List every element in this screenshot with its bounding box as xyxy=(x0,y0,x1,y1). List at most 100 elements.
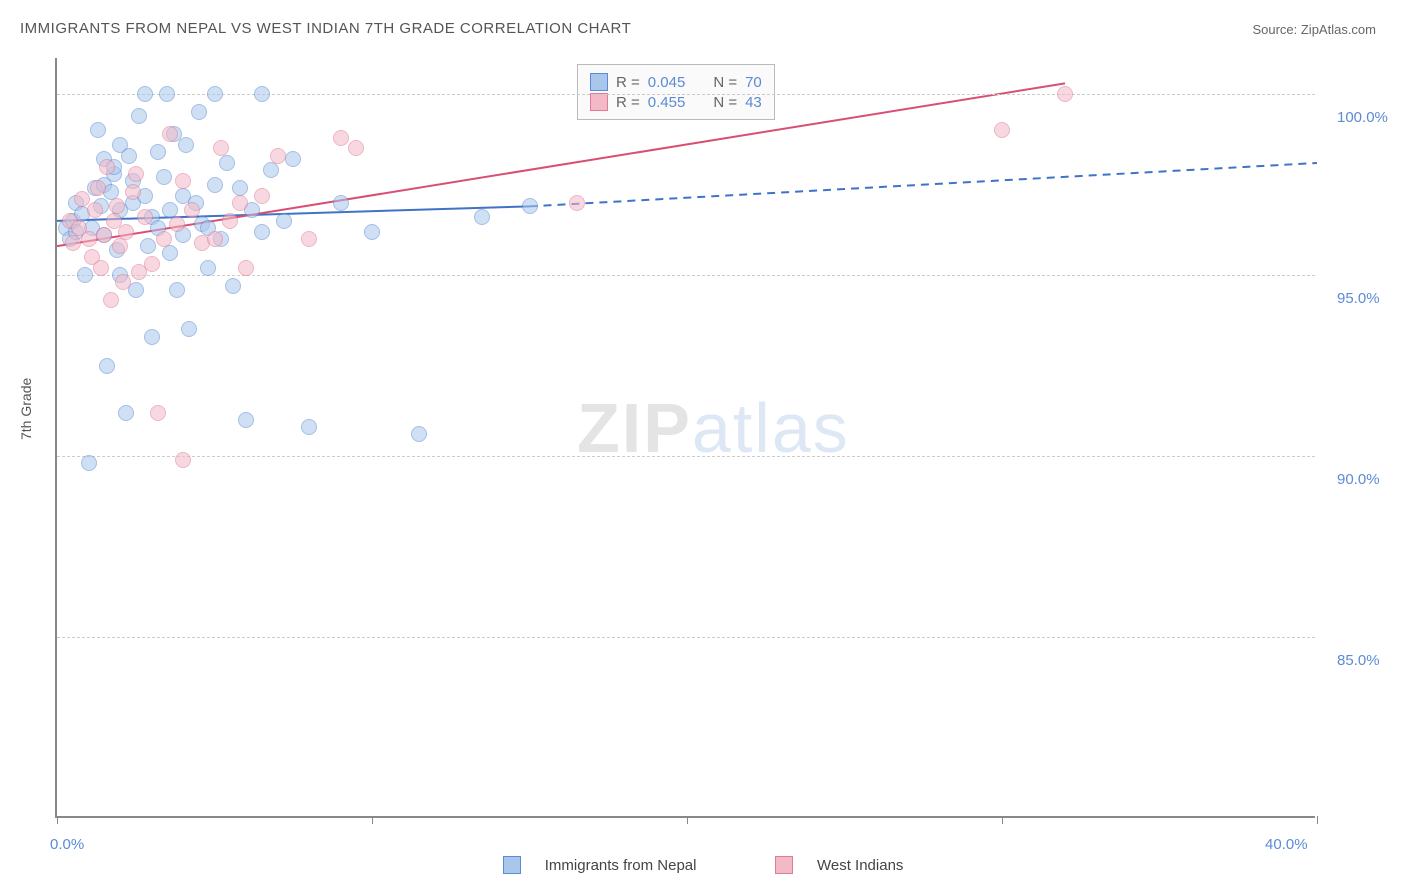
r-label: R = xyxy=(616,94,640,111)
nepal-point xyxy=(263,162,279,178)
westindian-point xyxy=(169,216,185,232)
westindian-point xyxy=(175,173,191,189)
nepal-point xyxy=(159,86,175,102)
gridline xyxy=(57,456,1315,457)
n-label: N = xyxy=(713,74,737,91)
nepal-point xyxy=(200,260,216,276)
westindian-point xyxy=(569,195,585,211)
nepal-swatch-icon xyxy=(590,73,608,91)
correlation-legend: R = 0.045 N = 70 R = 0.455 N = 43 xyxy=(577,64,775,120)
x-tick xyxy=(1317,816,1318,824)
nepal-point xyxy=(118,405,134,421)
nepal-point xyxy=(156,169,172,185)
nepal-point xyxy=(181,321,197,337)
nepal-point xyxy=(254,224,270,240)
nepal-point xyxy=(99,358,115,374)
westindian-point xyxy=(99,159,115,175)
nepal-point xyxy=(254,86,270,102)
nepal-legend-row: R =0.045N =70 xyxy=(590,73,762,91)
y-tick-label: 95.0% xyxy=(1337,290,1380,307)
westindian-point xyxy=(232,195,248,211)
nepal-point xyxy=(474,209,490,225)
gridline xyxy=(57,94,1315,95)
westindian-swatch-icon xyxy=(590,93,608,111)
x-tick xyxy=(687,816,688,824)
westindian-point xyxy=(150,405,166,421)
nepal-point xyxy=(285,151,301,167)
nepal-point xyxy=(191,104,207,120)
westindian-point xyxy=(87,202,103,218)
y-tick-label: 85.0% xyxy=(1337,652,1380,669)
westindian-point xyxy=(222,213,238,229)
westindian-point xyxy=(207,231,223,247)
chart-title: IMMIGRANTS FROM NEPAL VS WEST INDIAN 7TH… xyxy=(20,20,631,37)
nepal-point xyxy=(77,267,93,283)
westindian-legend-label: West Indians xyxy=(817,857,903,874)
nepal-point xyxy=(238,412,254,428)
x-tick-label: 40.0% xyxy=(1265,836,1308,853)
nepal-point xyxy=(364,224,380,240)
westindian-point xyxy=(184,202,200,218)
nepal-point xyxy=(276,213,292,229)
nepal-point xyxy=(162,245,178,261)
westindian-point xyxy=(270,148,286,164)
westindian-r-value: 0.455 xyxy=(648,94,686,111)
westindian-point xyxy=(125,184,141,200)
nepal-point xyxy=(150,144,166,160)
westindian-point xyxy=(103,292,119,308)
series-legend: Immigrants from Nepal West Indians xyxy=(0,856,1406,874)
nepal-point xyxy=(522,198,538,214)
source-attribution: Source: ZipAtlas.com xyxy=(1252,22,1376,37)
westindian-point xyxy=(128,166,144,182)
nepal-swatch xyxy=(503,856,521,874)
nepal-point xyxy=(207,86,223,102)
westindian-point xyxy=(118,224,134,240)
x-tick xyxy=(372,816,373,824)
westindian-point xyxy=(1057,86,1073,102)
x-tick xyxy=(1002,816,1003,824)
nepal-point xyxy=(411,426,427,442)
nepal-n-value: 70 xyxy=(745,74,762,91)
y-axis-label: 7th Grade xyxy=(18,378,34,440)
nepal-r-value: 0.045 xyxy=(648,74,686,91)
westindian-point xyxy=(348,140,364,156)
source-name: ZipAtlas.com xyxy=(1301,22,1376,37)
nepal-point xyxy=(121,148,137,164)
westindian-point xyxy=(254,188,270,204)
y-tick-label: 100.0% xyxy=(1337,109,1388,126)
y-tick-label: 90.0% xyxy=(1337,471,1380,488)
westindian-point xyxy=(238,260,254,276)
westindian-point xyxy=(301,231,317,247)
nepal-trendline-extrapolated xyxy=(530,163,1318,206)
westindian-point xyxy=(65,235,81,251)
westindian-point xyxy=(112,238,128,254)
nepal-point xyxy=(219,155,235,171)
westindian-legend-row: R = 0.455 N = 43 xyxy=(590,93,762,111)
source-label: Source: xyxy=(1252,22,1300,37)
westindian-point xyxy=(994,122,1010,138)
westindian-point xyxy=(109,198,125,214)
westindian-n-value: 43 xyxy=(745,94,762,111)
nepal-point xyxy=(90,122,106,138)
westindian-point xyxy=(81,231,97,247)
westindian-point xyxy=(96,227,112,243)
gridline xyxy=(57,637,1315,638)
nepal-point xyxy=(140,238,156,254)
westindian-point xyxy=(144,256,160,272)
n-label: N = xyxy=(713,94,737,111)
nepal-point xyxy=(137,86,153,102)
westindian-point xyxy=(90,180,106,196)
nepal-point xyxy=(301,419,317,435)
nepal-point xyxy=(169,282,185,298)
westindian-point xyxy=(162,126,178,142)
x-tick-label: 0.0% xyxy=(50,836,84,853)
nepal-point xyxy=(131,108,147,124)
westindian-point xyxy=(156,231,172,247)
nepal-point xyxy=(178,137,194,153)
westindian-point xyxy=(93,260,109,276)
x-tick xyxy=(57,816,58,824)
westindian-point xyxy=(213,140,229,156)
westindian-point xyxy=(115,274,131,290)
nepal-point xyxy=(333,195,349,211)
nepal-point xyxy=(144,329,160,345)
